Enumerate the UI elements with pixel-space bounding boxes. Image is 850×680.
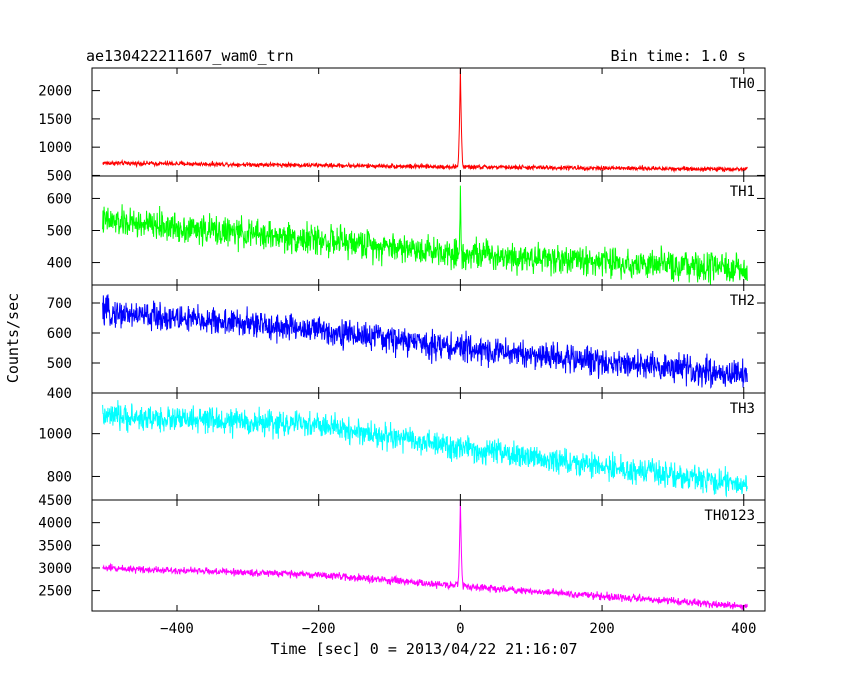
panel-th0123: 2500 3000 3500 4000 4500 TH0123	[38, 493, 766, 612]
y-tick-label: 500	[47, 168, 72, 184]
y-tick-label: 1000	[38, 140, 72, 156]
panel-th3: 800 1000 TH3	[38, 392, 766, 501]
x-tick-label: 200	[589, 621, 614, 637]
y-tick-label: 800	[47, 469, 72, 485]
y-tick-label: 1000	[38, 427, 72, 443]
panel-th2: 400 500 600 700 TH2	[47, 284, 766, 402]
x-tick-label: 400	[731, 621, 756, 637]
panel-label: TH0123	[704, 508, 755, 524]
panel-th1: 400 500 600 TH1	[47, 175, 766, 286]
chart-subtitle: Bin time: 1.0 s	[611, 47, 746, 65]
panel-label: TH1	[730, 184, 755, 200]
y-tick-label: 2500	[38, 584, 72, 600]
series-line-th3	[102, 400, 748, 498]
y-tick-label: 400	[47, 256, 72, 272]
series-line-th1	[102, 185, 748, 285]
y-tick-label: 500	[47, 224, 72, 240]
panel-label: TH2	[730, 293, 755, 309]
y-tick-label: 500	[47, 356, 72, 372]
panel-frame	[91, 175, 766, 286]
y-tick-label: 3000	[38, 561, 72, 577]
y-tick-label: 700	[47, 296, 72, 312]
chart-title: ae130422211607_wam0_trn	[86, 47, 294, 65]
x-axis-label: Time [sec] 0 = 2013/04/22 21:16:07	[270, 640, 577, 658]
panel-label: TH0	[730, 76, 755, 92]
y-tick-label: 4000	[38, 516, 72, 532]
panel-frame	[91, 67, 766, 177]
series-line-th2	[102, 294, 748, 389]
x-tick-label: 0	[456, 621, 464, 637]
y-axis-label: Counts/sec	[4, 293, 22, 383]
y-tick-label: 600	[47, 326, 72, 342]
y-tick-label: 400	[47, 386, 72, 402]
x-tick-label: −200	[302, 621, 336, 637]
panel-frame	[91, 499, 766, 612]
x-tick-label: −400	[160, 621, 194, 637]
y-tick-label: 1500	[38, 112, 72, 128]
y-tick-label: 3500	[38, 538, 72, 554]
panel-th0: 500 1000 1500 2000 TH0	[38, 67, 766, 184]
y-tick-label: 4500	[38, 493, 72, 509]
y-tick-label: 2000	[38, 84, 72, 100]
panel-label: TH3	[730, 401, 755, 417]
series-line-th0	[102, 68, 748, 174]
y-tick-label: 600	[47, 191, 72, 207]
series-line-th0123	[102, 500, 748, 611]
